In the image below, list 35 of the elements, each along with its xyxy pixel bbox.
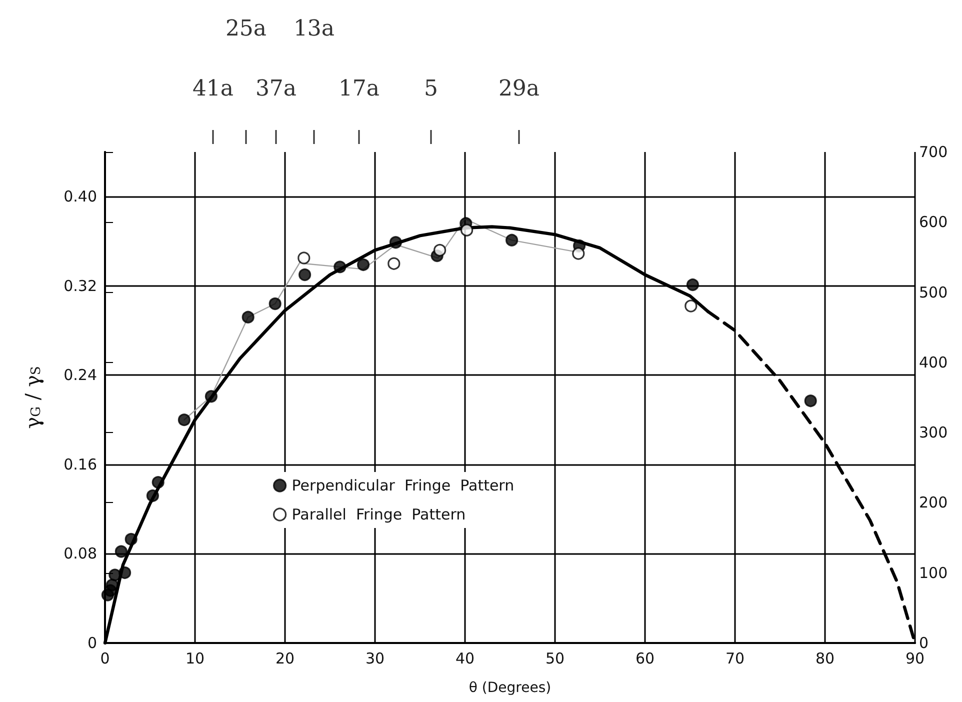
x-tick-label: 80 [815, 650, 835, 668]
text: 37a [255, 76, 297, 102]
legend-label: Parallel Fringe Pattern [292, 506, 466, 524]
x-tick-label: 10 [185, 650, 205, 668]
y2-tick-label: 200 [919, 494, 948, 512]
y2-tick-label: 0 [919, 634, 929, 652]
x-tick-label: 60 [635, 650, 655, 668]
y-tick-label: 0.32 [64, 276, 97, 295]
x-tick-label: 30 [365, 650, 385, 668]
y-tick-label: 0.40 [64, 188, 97, 206]
y-axis-title: γG / γS [20, 366, 44, 429]
y-tick-label: 0 [87, 634, 97, 652]
y2-tick-label: 400 [919, 353, 948, 372]
y2-tick-label: 300 [919, 424, 948, 442]
y2-tick-label: 100 [919, 564, 948, 582]
y-tick-label: 0.24 [64, 366, 97, 384]
y2-tick-label: 500 [919, 283, 948, 302]
x-tick-label: 40 [455, 650, 475, 668]
text: 29a [498, 76, 540, 102]
text: 25a [225, 16, 267, 42]
text: 41a [192, 76, 234, 102]
x-tick-label: 90 [905, 650, 925, 668]
y-tick-label: 0.16 [64, 455, 97, 474]
x-tick-label: 0 [100, 650, 110, 668]
x-axis-title: θ (Degrees) [468, 680, 552, 696]
y2-tick-label: 600 [919, 213, 948, 232]
text: 17a [338, 76, 380, 102]
x-tick-label: 70 [725, 650, 745, 668]
legend-label: Perpendicular Fringe Pattern [292, 476, 514, 494]
y2-tick-label: 700 [919, 143, 948, 161]
text: 13a [293, 16, 335, 42]
x-tick-label: 50 [545, 650, 565, 668]
x-tick-label: 20 [275, 650, 295, 668]
text: 5 [424, 76, 438, 102]
y-tick-label: 0.08 [64, 544, 97, 563]
